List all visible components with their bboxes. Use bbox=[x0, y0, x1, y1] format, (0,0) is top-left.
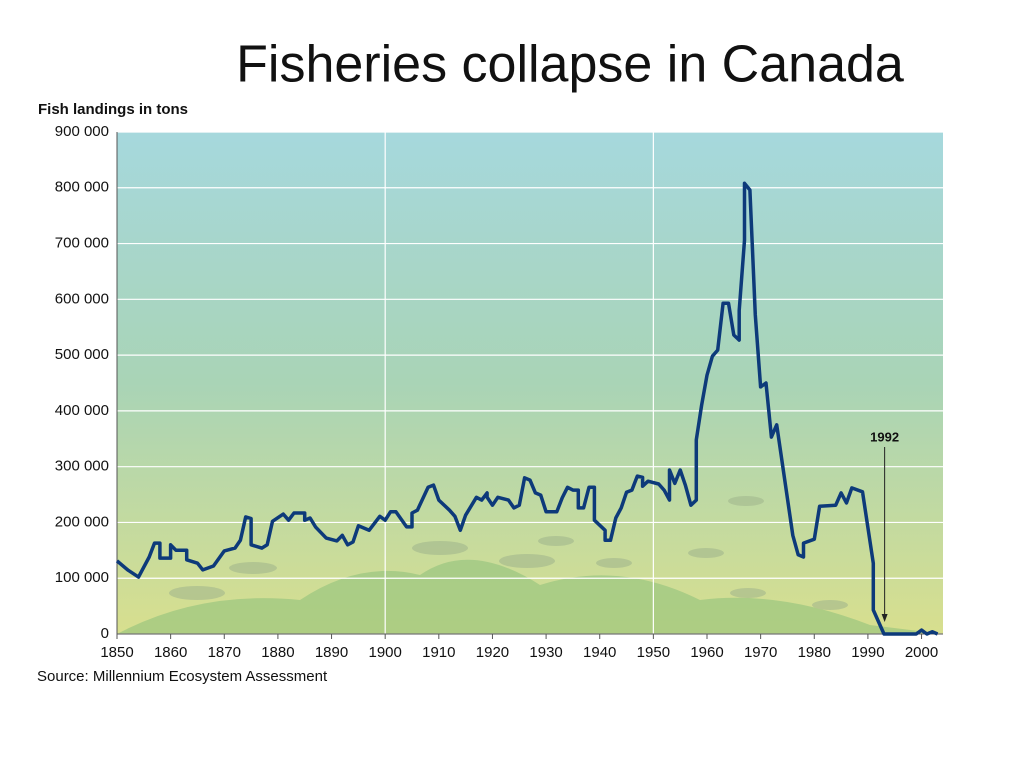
y-axis-label: Fish landings in tons bbox=[38, 101, 188, 118]
plot-background bbox=[117, 132, 943, 634]
data-line bbox=[115, 181, 939, 636]
x-tick-label: 1880 bbox=[261, 644, 294, 661]
x-tick-label: 1890 bbox=[315, 644, 348, 661]
x-tick-label: 1860 bbox=[154, 644, 187, 661]
x-tick-label: 2000 bbox=[905, 644, 938, 661]
y-tick-label: 400 000 bbox=[55, 402, 109, 419]
x-tick-label: 1920 bbox=[476, 644, 509, 661]
annotation-arrowhead bbox=[881, 614, 888, 622]
x-tick-label: 1900 bbox=[368, 644, 401, 661]
x-tick-label: 1930 bbox=[529, 644, 562, 661]
x-tick-label: 1970 bbox=[744, 644, 777, 661]
seaweed-decor bbox=[117, 496, 943, 634]
y-tick-label: 800 000 bbox=[55, 179, 109, 196]
x-tick-label: 1850 bbox=[100, 644, 133, 661]
annotation-label: 1992 bbox=[870, 429, 899, 444]
x-tick-label: 1980 bbox=[798, 644, 831, 661]
y-tick-label: 0 bbox=[101, 625, 109, 642]
x-tick-label: 1960 bbox=[690, 644, 723, 661]
x-tick-label: 1940 bbox=[583, 644, 616, 661]
y-tick-label: 200 000 bbox=[55, 513, 109, 530]
source-note: Source: Millennium Ecosystem Assessment bbox=[37, 668, 328, 685]
y-tick-label: 600 000 bbox=[55, 290, 109, 307]
y-tick-label: 500 000 bbox=[55, 346, 109, 363]
x-tick-label: 1950 bbox=[637, 644, 670, 661]
x-tick-label: 1870 bbox=[208, 644, 241, 661]
x-tick-label: 1910 bbox=[422, 644, 455, 661]
y-tick-label: 300 000 bbox=[55, 458, 109, 475]
y-tick-label: 100 000 bbox=[55, 569, 109, 586]
y-tick-label: 900 000 bbox=[55, 123, 109, 140]
y-tick-label: 700 000 bbox=[55, 235, 109, 252]
chart-title: Fisheries collapse in Canada bbox=[236, 36, 904, 94]
x-tick-label: 1990 bbox=[851, 644, 884, 661]
